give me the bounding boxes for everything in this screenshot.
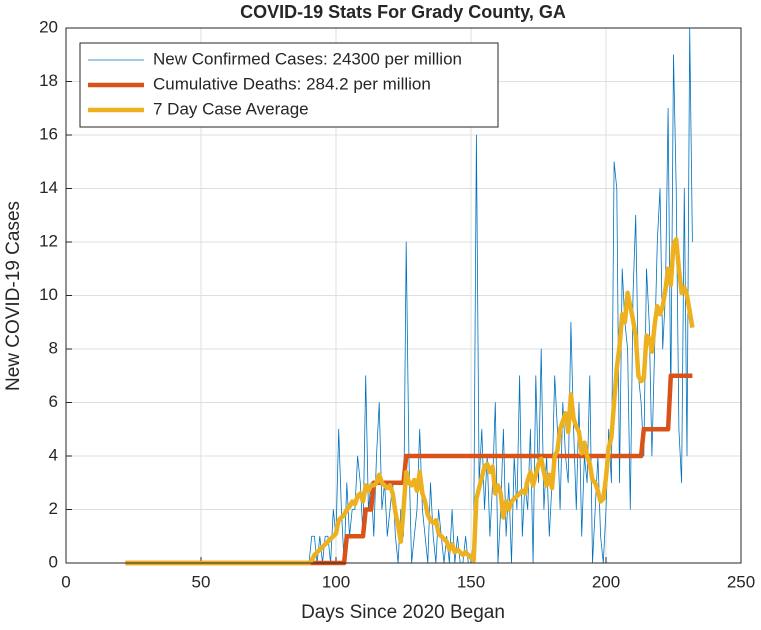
x-tick-label: 250 — [727, 572, 755, 591]
chart-title: COVID-19 Stats For Grady County, GA — [240, 2, 566, 22]
y-tick-label: 0 — [49, 552, 58, 571]
legend-box — [79, 42, 499, 128]
x-tick-label: 50 — [192, 572, 211, 591]
y-tick-label: 10 — [39, 285, 58, 304]
y-axis-label: New COVID-19 Cases — [3, 201, 24, 391]
legend-label: Cumulative Deaths: 284.2 per million — [153, 74, 431, 93]
x-tick-label: 100 — [322, 572, 350, 591]
legend: New Confirmed Cases: 24300 per million Cu… — [79, 42, 499, 128]
legend-label: 7 Day Case Average — [153, 99, 309, 118]
legend-label: New Confirmed Cases: 24300 per million — [153, 49, 462, 68]
y-tick-label: 12 — [39, 231, 58, 250]
plot-frame — [65, 27, 742, 564]
y-tick-label: 2 — [49, 499, 58, 518]
y-tick-label: 16 — [39, 124, 58, 143]
y-tick-label: 18 — [39, 71, 58, 90]
y-tick-label: 14 — [39, 178, 58, 197]
x-tick-label: 0 — [61, 572, 70, 591]
y-tick-label: 8 — [49, 338, 58, 357]
x-tick-label: 150 — [457, 572, 485, 591]
x-tick-label: 200 — [592, 572, 620, 591]
y-tick-label: 6 — [49, 392, 58, 411]
y-tick-label: 20 — [39, 17, 58, 36]
x-axis-label: Days Since 2020 Began — [301, 602, 505, 623]
y-tick-label: 4 — [49, 445, 58, 464]
